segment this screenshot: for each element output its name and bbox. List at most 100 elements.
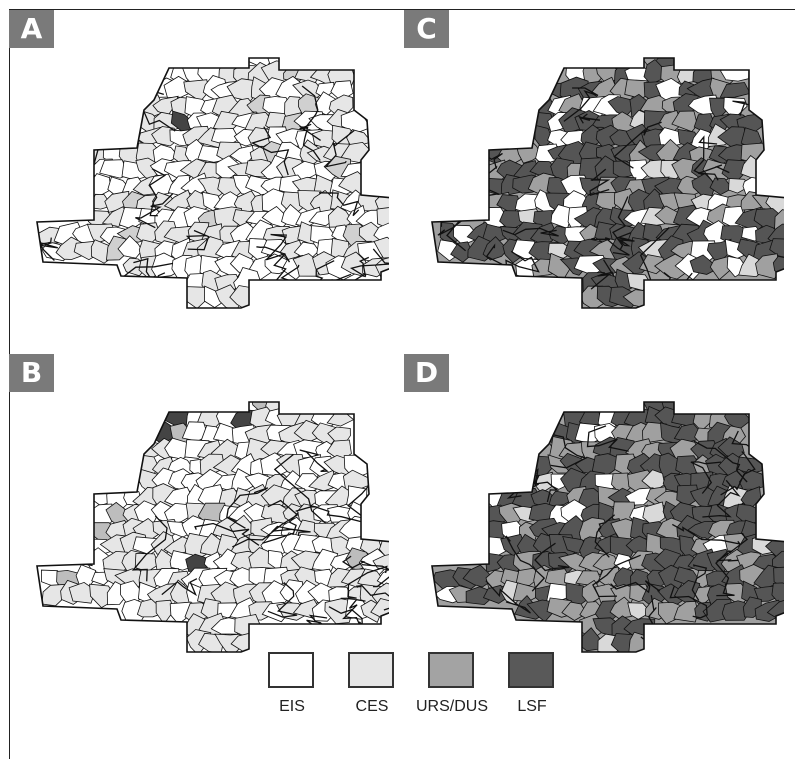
stand-polygons — [37, 58, 389, 308]
legend-swatch-lsf — [508, 652, 554, 688]
panel-label-a: A — [9, 10, 54, 48]
stand-polygon — [689, 254, 719, 275]
linear-feature — [702, 479, 741, 518]
figure-frame-top — [9, 9, 795, 10]
linear-feature — [529, 468, 560, 503]
linear-feature — [693, 135, 718, 176]
stand-polygon — [373, 236, 389, 262]
legend-label-urs-dus: URS/DUS — [415, 698, 488, 715]
stand-polygon — [376, 205, 389, 229]
linear-feature — [589, 168, 611, 196]
stand-polygon — [719, 82, 751, 98]
map-panel-a: A — [9, 10, 389, 330]
linear-feature — [232, 499, 299, 548]
stand-polygons — [432, 402, 784, 652]
linear-feature — [691, 564, 708, 601]
linear-feature — [534, 542, 570, 572]
linear-feature — [343, 299, 384, 308]
stand-polygon — [709, 177, 733, 196]
stand-polygon — [482, 584, 509, 604]
linear-feature — [485, 580, 531, 614]
stand-polygon — [437, 239, 465, 262]
linear-feature — [440, 173, 479, 227]
stand-polygon — [774, 209, 784, 232]
stand-polygon — [373, 221, 389, 244]
stand-polygon — [771, 582, 784, 604]
stand-polygon — [766, 597, 784, 622]
linear-feature — [586, 425, 629, 452]
linear-feature — [693, 440, 748, 483]
linear-feature — [265, 233, 291, 263]
study-area-boundary — [431, 401, 784, 653]
linear-feature — [505, 535, 546, 592]
linear-feature — [457, 468, 504, 491]
legend-swatch-eis — [268, 652, 314, 688]
linear-feature — [299, 123, 321, 161]
linear-feature — [594, 514, 616, 558]
linear-feature — [299, 449, 329, 472]
linear-feature — [671, 523, 742, 545]
linear-feature — [77, 118, 100, 168]
stand-polygon — [55, 236, 84, 260]
linear-feature — [432, 98, 462, 119]
linear-feature — [613, 121, 662, 169]
linear-feature — [577, 113, 600, 124]
linear-feature — [328, 606, 375, 638]
stand-polygon — [671, 110, 698, 133]
linear-feature — [550, 434, 588, 469]
linear-feature — [270, 525, 311, 536]
stand-polygon — [462, 564, 494, 588]
study-area-boundary — [431, 57, 784, 309]
linear-feature — [37, 237, 58, 261]
linear-feature — [70, 434, 109, 473]
panel-label-b: B — [9, 354, 54, 392]
stand-polygon — [99, 159, 130, 179]
legend-item-lsf: LSF — [502, 652, 562, 722]
linear-feature — [133, 70, 166, 82]
linear-feature — [87, 117, 115, 132]
linear-feature — [134, 272, 166, 308]
linear-feature — [273, 453, 327, 524]
stand-polygon — [627, 602, 652, 620]
stand-polygon — [673, 600, 699, 623]
stand-polygon — [265, 402, 290, 413]
linear-feature — [37, 440, 52, 486]
map-panel-c: C — [404, 10, 784, 330]
linear-feature — [185, 229, 210, 251]
legend-swatch-urs-dus — [428, 652, 474, 688]
linear-feature — [511, 288, 530, 304]
map-d-svg — [431, 401, 784, 653]
study-area-boundary — [36, 57, 389, 309]
linear-feature — [341, 555, 372, 569]
linear-feature — [669, 586, 708, 619]
stand-polygon — [370, 598, 389, 624]
linear-feature — [52, 280, 84, 303]
linear-feature — [715, 550, 735, 597]
linear-feature — [324, 129, 355, 168]
stand-polygon — [721, 600, 750, 621]
linear-feature — [77, 531, 93, 554]
linear-feature — [131, 515, 168, 582]
legend-label-eis: EIS — [279, 698, 305, 715]
linear-feature — [262, 511, 299, 544]
linear-feature — [342, 599, 366, 632]
legend-item-ces: CES — [342, 652, 402, 722]
linear-feature — [432, 172, 452, 205]
legend-swatch-ces — [348, 652, 394, 688]
linear-feature — [690, 461, 722, 494]
linear-feature — [298, 85, 321, 141]
linear-feature — [616, 231, 635, 247]
linear-feature — [250, 126, 290, 176]
stand-polygon — [561, 601, 588, 621]
legend-item-eis: EIS — [262, 652, 322, 722]
linear-feature — [640, 595, 659, 640]
stand-polygon — [654, 253, 688, 280]
linear-feature — [474, 147, 503, 182]
linear-feature — [563, 87, 599, 122]
linear-feature — [432, 128, 467, 163]
study-area-boundary — [36, 401, 389, 653]
linear-feature — [361, 563, 389, 588]
linear-feature — [318, 192, 360, 217]
linear-feature — [612, 196, 629, 251]
stand-polygon — [117, 235, 143, 259]
